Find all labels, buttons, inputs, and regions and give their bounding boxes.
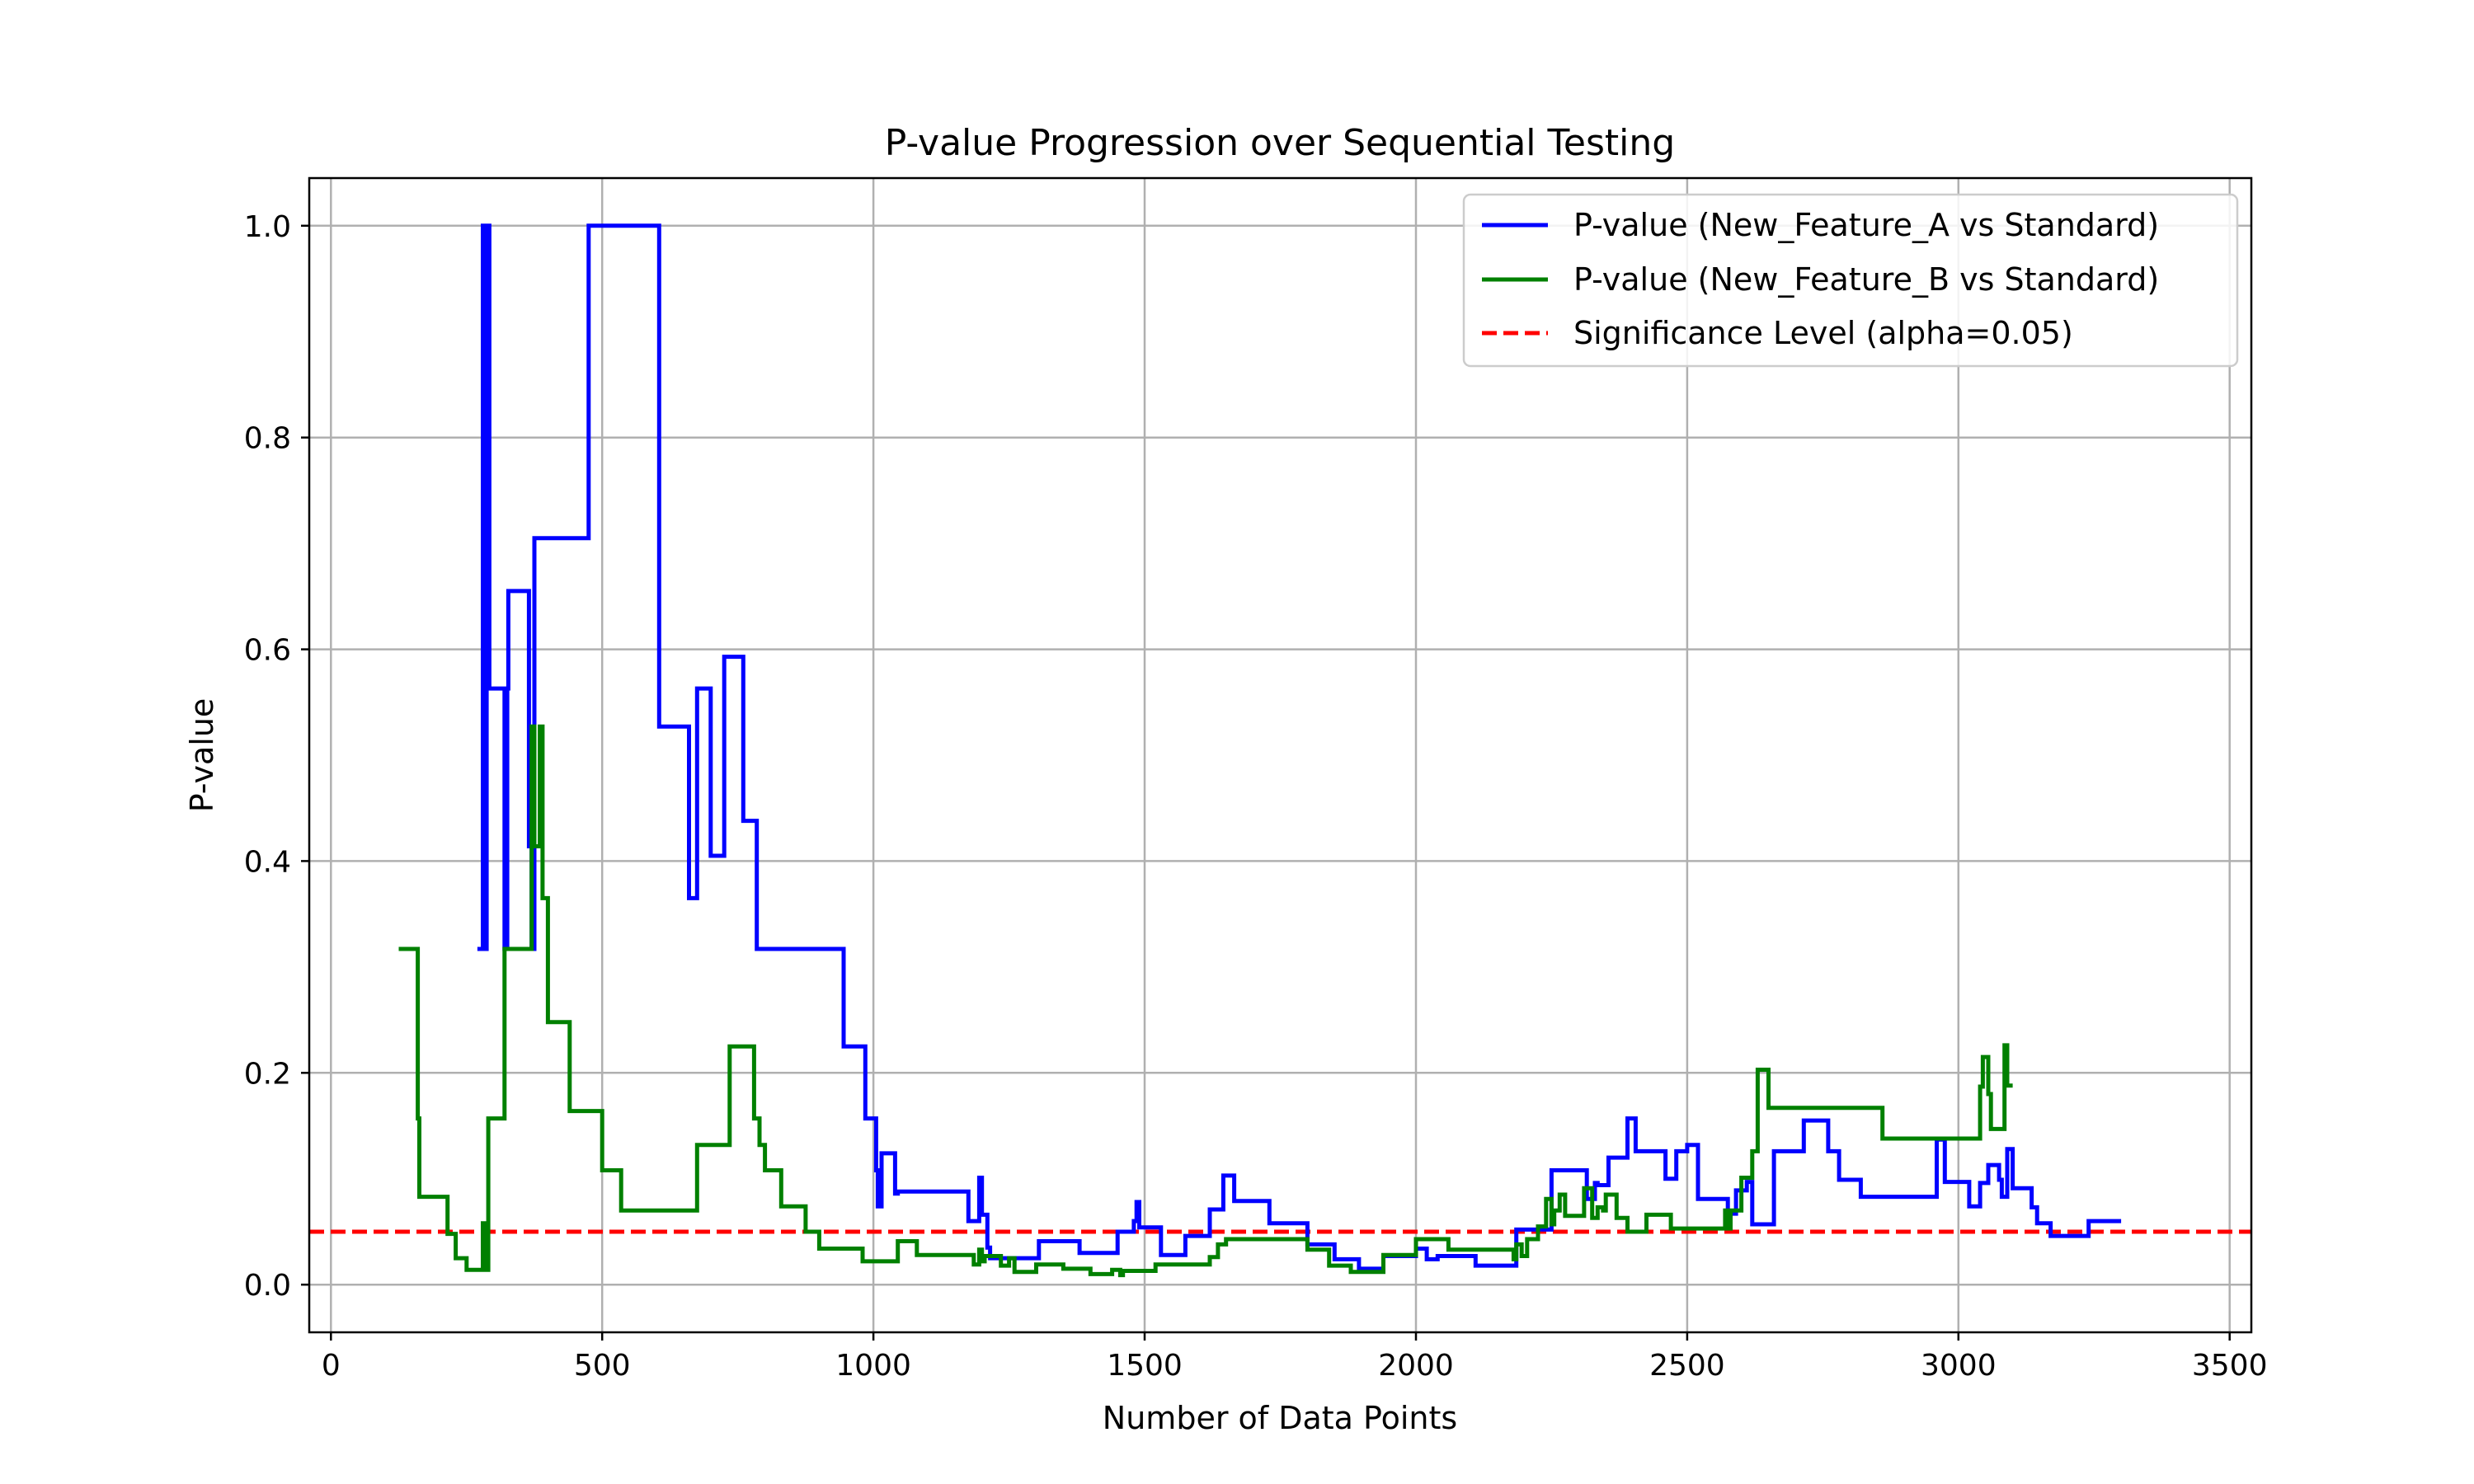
x-tick-label: 1500 [1107,1349,1183,1383]
y-tick-label: 0.2 [244,1057,291,1091]
y-tick-label: 0.6 [244,634,291,668]
y-tick-label: 0.8 [244,422,291,456]
x-tick-label: 0 [322,1349,341,1383]
legend: P-value (New_Feature_A vs Standard) P-va… [1462,193,2239,368]
legend-label-feature-b: P-value (New_Feature_B vs Standard) [1573,261,2159,298]
series-line-feature-a [477,223,2122,1271]
legend-label-feature-a: P-value (New_Feature_A vs Standard) [1573,207,2159,243]
grid [309,178,2251,1332]
axis-ticks: 0 500 1000 1500 2000 2500 3000 3500 0.0 0.2 0.4 0.6… [244,210,2268,1383]
y-tick-label: 0.4 [244,845,291,879]
plot-frame [308,176,2253,1334]
legend-label-significance: Significance Level (alpha=0.05) [1573,315,2073,351]
x-tick-label: 3500 [2192,1349,2268,1383]
chart-title: P-value Progression over Sequential Test… [885,122,1675,164]
y-axis-label: P-value [184,698,220,813]
series-layer [398,223,2122,1278]
legend-box [1462,193,2239,368]
y-tick-label: 0.0 [244,1269,291,1303]
y-tick-label: 1.0 [244,210,291,244]
x-tick-label: 3000 [1921,1349,1997,1383]
series-line-feature-b [398,724,2013,1278]
x-tick-label: 500 [574,1349,631,1383]
x-tick-label: 2500 [1649,1349,1725,1383]
x-axis-label: Number of Data Points [1103,1400,1457,1436]
x-tick-label: 2000 [1378,1349,1454,1383]
x-tick-label: 1000 [835,1349,911,1383]
